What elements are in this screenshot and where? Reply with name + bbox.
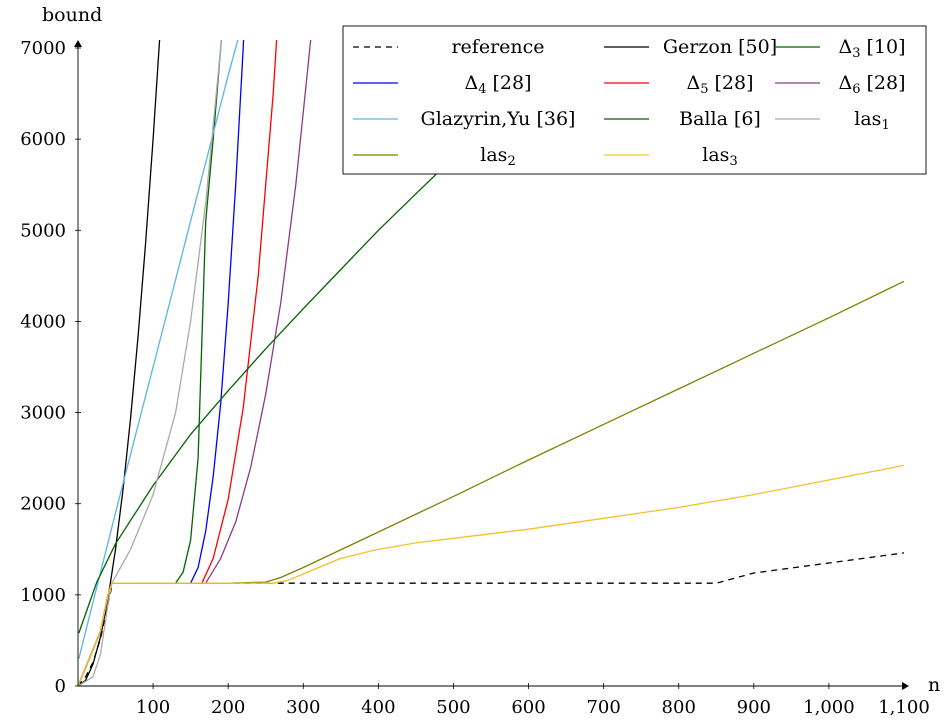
y-tick-label: 4000 (20, 311, 66, 332)
legend-label-las2: las2 (480, 144, 515, 169)
x-tick-label: 500 (436, 697, 470, 718)
y-tick-label: 1000 (20, 585, 66, 606)
x-axis-arrow (902, 682, 909, 690)
x-axis-title: n (928, 674, 940, 696)
legend: reference Gerzon [50] Δ3 [10] Δ4 [28] Δ5 [28… (342, 25, 927, 175)
y-tick-label: 2000 (20, 494, 66, 515)
x-tick-label: 1,100 (878, 697, 930, 718)
legend-label-6-28: Δ6 [28] (838, 72, 905, 97)
x-tick-label: 800 (662, 697, 696, 718)
series-line-9 (78, 40, 223, 686)
y-tick-label: 7000 (20, 38, 66, 59)
legend-label-las1: las1 (854, 108, 889, 133)
series-line-8 (78, 125, 492, 634)
legend-label-5-28: Δ5 [28] (686, 72, 753, 97)
series-line-1 (78, 552, 905, 686)
y-axis-arrow (74, 40, 82, 47)
x-tick-label: 300 (286, 697, 320, 718)
legend-box (342, 25, 927, 175)
y-tick-label: 0 (55, 676, 66, 697)
x-tick-label: 900 (737, 697, 771, 718)
legend-label-3-10: Δ3 [10] (838, 36, 905, 61)
x-tick-label: 1,000 (803, 697, 855, 718)
legend-label-glazyrin-yu-36: Glazyrin,Yu [36] (421, 108, 576, 130)
legend-label-balla-6: Balla [6] (679, 108, 761, 130)
x-tick-label: 600 (511, 697, 545, 718)
legend-label-4-28: Δ4 [28] (464, 72, 531, 97)
x-tick-label: 400 (361, 697, 395, 718)
y-axis-title: bound (42, 4, 102, 26)
series-line-7 (78, 40, 239, 659)
series-line-2 (78, 40, 161, 686)
tick-labels: 100 200 300 400 500 600 700 800 900 1,000 1,100 0 10… (20, 38, 930, 718)
y-tick-label: 3000 (20, 403, 66, 424)
y-tick-label: 5000 (20, 220, 66, 241)
series-line-11 (78, 464, 905, 686)
series-line-6 (78, 40, 312, 686)
x-tick-label: 200 (211, 697, 245, 718)
legend-label-gerzon-50: Gerzon [50] (663, 36, 777, 58)
x-tick-label: 700 (586, 697, 620, 718)
legend-label-reference: reference (451, 36, 544, 58)
series-layer (78, 40, 905, 686)
legend-label-las3: las3 (702, 144, 737, 169)
axes (74, 40, 909, 690)
x-tick-label: 100 (136, 697, 170, 718)
y-tick-label: 6000 (20, 129, 66, 150)
